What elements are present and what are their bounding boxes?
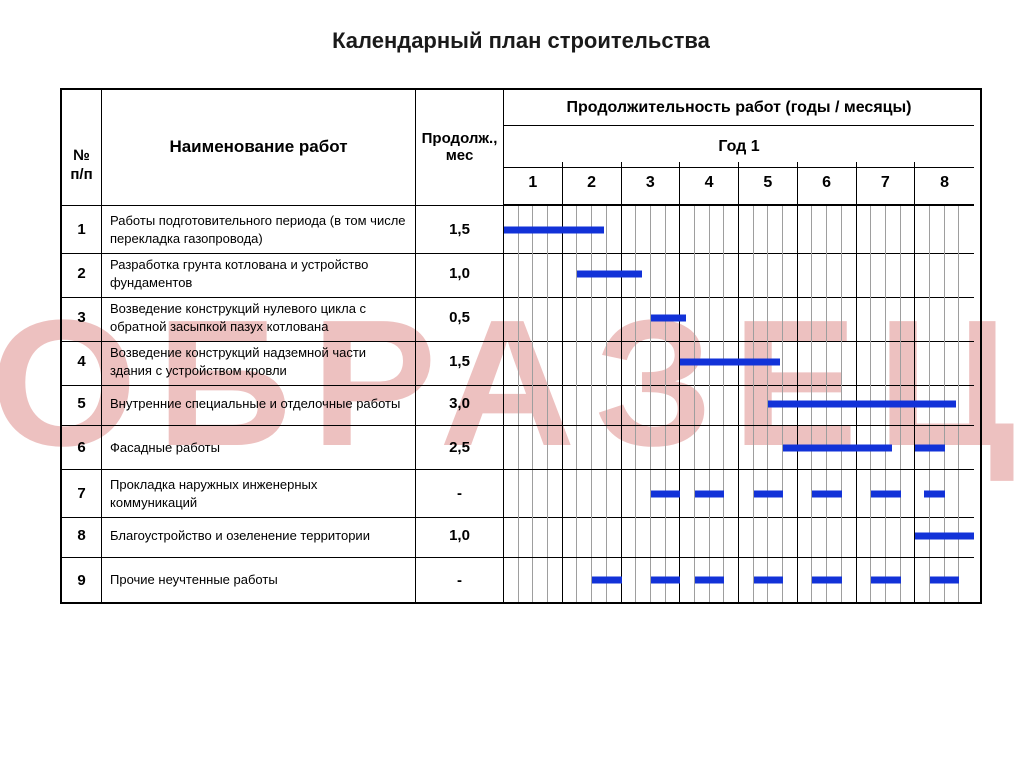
row-no: 3 (62, 294, 102, 342)
gantt-bar (915, 444, 944, 451)
row-dur: 1,5 (416, 338, 504, 386)
row-dur: - (416, 470, 504, 518)
row-dur: 2,5 (416, 426, 504, 470)
row-gantt (504, 250, 974, 298)
row-name: Возведение конструкций нулевого цикла с … (102, 294, 416, 342)
gantt-bar (577, 270, 642, 277)
row-name: Фасадные работы (102, 426, 416, 470)
row-gantt (504, 382, 974, 426)
th-months: 12345678 (504, 162, 974, 206)
th-dur-bot (416, 162, 504, 206)
gantt-bar (930, 577, 959, 584)
gantt-bar (651, 577, 680, 584)
th-dur (416, 90, 504, 126)
th-duration: Продолжительность работ (годы / месяцы) (504, 90, 974, 126)
gantt-bar (651, 490, 680, 497)
row-no: 9 (62, 558, 102, 602)
th-name-bot (102, 162, 416, 206)
row-no: 6 (62, 426, 102, 470)
th-month-4: 4 (680, 162, 739, 205)
row-gantt (504, 558, 974, 602)
row-gantt (504, 426, 974, 470)
gantt-bar (812, 490, 841, 497)
schedule-table: Продолжительность работ (годы / месяцы)№… (60, 88, 982, 604)
gantt-bar (651, 314, 686, 321)
row-name: Разработка грунта котлована и устройство… (102, 250, 416, 298)
gantt-bar (592, 577, 621, 584)
th-no (62, 90, 102, 126)
gantt-bar (768, 400, 956, 407)
gantt-bar (504, 226, 604, 233)
th-month-6: 6 (798, 162, 857, 205)
row-gantt (504, 338, 974, 386)
row-no: 1 (62, 206, 102, 254)
gantt-bar (695, 490, 724, 497)
gantt-bar (754, 490, 783, 497)
row-name: Внутренние специальные и отделочные рабо… (102, 382, 416, 426)
row-dur: 0,5 (416, 294, 504, 342)
gantt-bar (695, 577, 724, 584)
gantt-bar (871, 577, 900, 584)
row-dur: 1,0 (416, 514, 504, 558)
th-name (102, 90, 416, 126)
th-month-1: 1 (504, 162, 563, 205)
row-gantt (504, 206, 974, 254)
row-no: 4 (62, 338, 102, 386)
gantt-bar (924, 490, 945, 497)
row-name: Работы подготовительного периода (в том … (102, 206, 416, 254)
gantt-bar (783, 444, 892, 451)
row-name: Прокладка наружных инженерных коммуникац… (102, 470, 416, 518)
row-gantt (504, 470, 974, 518)
row-no: 8 (62, 514, 102, 558)
row-name: Прочие неучтенные работы (102, 558, 416, 602)
th-month-2: 2 (563, 162, 622, 205)
gantt-bar (754, 577, 783, 584)
gantt-bar (871, 490, 900, 497)
row-dur: - (416, 558, 504, 602)
page-title: Календарный план строительства (60, 28, 982, 54)
th-month-7: 7 (857, 162, 916, 205)
gantt-bar (812, 577, 841, 584)
row-name: Благоустройство и озеленение территории (102, 514, 416, 558)
row-name: Возведение конструкций надземной части з… (102, 338, 416, 386)
th-month-5: 5 (739, 162, 798, 205)
row-gantt (504, 294, 974, 342)
gantt-bar (680, 358, 780, 365)
gantt-bar (915, 532, 974, 539)
row-dur: 3,0 (416, 382, 504, 426)
row-no: 7 (62, 470, 102, 518)
th-month-3: 3 (622, 162, 681, 205)
row-dur: 1,5 (416, 206, 504, 254)
row-gantt (504, 514, 974, 558)
page-wrap: Календарный план строительства Продолжит… (0, 0, 1024, 604)
th-no-bot: п/п (62, 162, 102, 206)
row-no: 5 (62, 382, 102, 426)
row-dur: 1,0 (416, 250, 504, 298)
th-month-8: 8 (915, 162, 974, 205)
row-no: 2 (62, 250, 102, 298)
